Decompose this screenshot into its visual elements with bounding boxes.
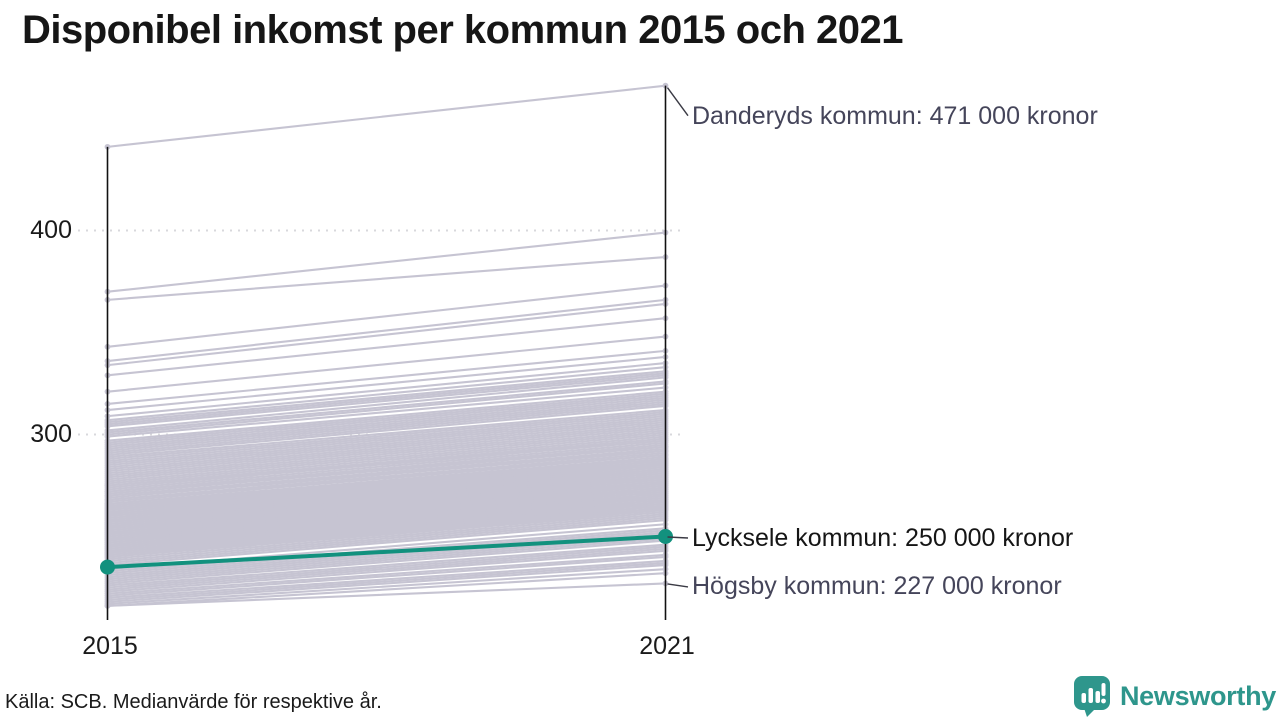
slope-line: [106, 429, 667, 479]
source-note: Källa: SCB. Medianvärde för respektive å…: [5, 691, 382, 713]
slope-line: [106, 510, 667, 558]
slope-line: [106, 547, 667, 591]
annotation-connector: [667, 536, 689, 539]
annotation-max-danderyd: Danderyds kommun: 471 000 kronor: [692, 101, 1098, 130]
annotation-highlight-lycksele: Lycksele kommun: 250 000 kronor: [692, 523, 1074, 552]
slope-line: [106, 376, 667, 432]
slope-line: [106, 555, 667, 597]
slope-line: [106, 423, 667, 473]
slope-line: [106, 231, 667, 293]
slope-line: [106, 374, 667, 428]
chart-title: Disponibel inkomst per kommun 2015 och 2…: [22, 8, 904, 52]
slope-line: [106, 380, 667, 434]
slope-line: [106, 419, 667, 469]
slope-line: [106, 433, 667, 483]
slope-line: [106, 382, 667, 436]
slope-line: [106, 84, 667, 148]
slope-line: [106, 561, 667, 601]
slope-line: [106, 302, 667, 367]
slope-line: [106, 515, 667, 563]
slope-line: [106, 392, 667, 444]
slope-line: [106, 568, 667, 605]
slope-line: [106, 284, 667, 348]
highlight-line-lycksele: [107, 534, 666, 570]
slope-line: [106, 539, 667, 585]
annotation-min-hogsby: Högsby kommun: 227 000 kronor: [692, 572, 1062, 601]
slope-line: [106, 335, 667, 393]
y-axis-tick-300: 300: [30, 420, 72, 448]
slope-line: [106, 537, 667, 583]
slope-line: [106, 582, 667, 607]
slope-line: [106, 298, 667, 363]
slope-line: [106, 396, 667, 448]
slope-line: [106, 402, 667, 454]
x-axis-tick-2015: 2015: [82, 632, 138, 660]
slope-line: [106, 517, 667, 565]
newsworthy-logo-text: Newsworthy: [1119, 680, 1276, 711]
slope-line: [106, 317, 667, 377]
highlight-dot-2015: [100, 559, 115, 575]
slope-line: [106, 408, 667, 458]
slope-line: [106, 564, 667, 603]
slope-line: [106, 400, 667, 452]
slope-line: [106, 545, 667, 589]
slope-line: [106, 449, 667, 499]
slope-line: [106, 543, 667, 587]
slope-line: [106, 413, 667, 463]
slope-line: [106, 370, 667, 424]
slope-line: [106, 394, 667, 446]
annotation-connector: [666, 87, 689, 117]
slope-line: [106, 431, 667, 481]
slope-line: [106, 435, 667, 485]
slope-line: [106, 355, 667, 412]
slope-line: [106, 349, 667, 405]
slope-line: [106, 549, 667, 593]
slope-line: [106, 519, 667, 567]
slope-line: [106, 404, 667, 456]
slope-line: [106, 572, 667, 607]
slope-line: [106, 386, 667, 438]
slope-line: [106, 531, 667, 577]
newsworthy-logo-icon: [1073, 676, 1110, 717]
slope-line: [106, 411, 667, 461]
slope-line: [106, 398, 667, 450]
slope-line: [106, 441, 667, 491]
slope-line: [106, 372, 667, 426]
x-axis-tick-2021: 2021: [639, 632, 695, 660]
slope-line: [106, 417, 667, 467]
y-axis-tick-400: 400: [30, 216, 72, 244]
slope-line: [106, 513, 667, 560]
annotation-connector: [667, 583, 689, 588]
slope-line: [106, 427, 667, 477]
highlight-dot-2021: [658, 529, 673, 544]
slope-line: [106, 527, 667, 573]
newsworthy-branding[interactable]: Newsworthy: [1073, 674, 1276, 718]
slope-line: [106, 535, 667, 581]
slope-line: [106, 415, 667, 465]
slope-line: [106, 390, 667, 442]
slope-line: [106, 362, 667, 418]
slope-line: [106, 453, 667, 503]
slope-line: [106, 559, 667, 599]
slope-line: [106, 439, 667, 489]
slope-line: [106, 366, 667, 422]
slope-line: [106, 255, 667, 301]
slope-line: [106, 445, 667, 495]
slope-line: [106, 425, 667, 475]
slope-line: [106, 421, 667, 471]
slope-line: [106, 553, 667, 595]
